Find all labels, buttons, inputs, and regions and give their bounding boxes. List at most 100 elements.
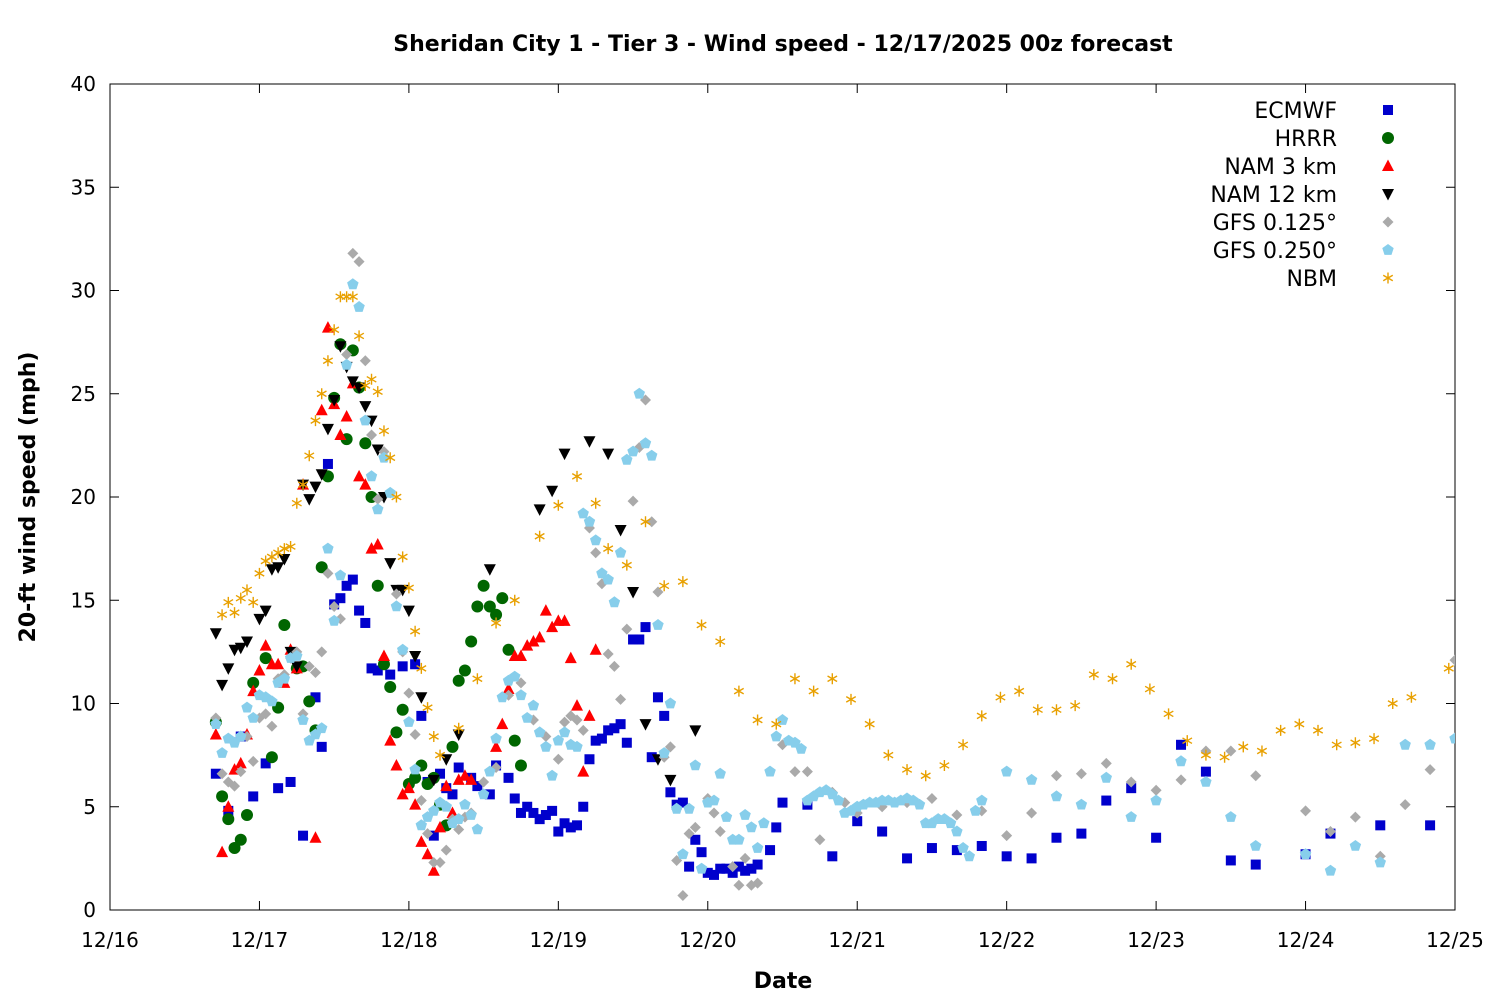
x-tick-label: 12/22	[978, 928, 1036, 952]
point-nam-3-km	[321, 321, 334, 333]
point-gfs-0-125	[1125, 776, 1137, 788]
point-nbm	[1406, 691, 1417, 703]
series-ecmwf	[210, 458, 1485, 880]
point-hrrr	[390, 726, 403, 739]
point-nbm	[789, 673, 801, 685]
point-nam-12-km	[346, 376, 359, 388]
point-ecmwf	[385, 669, 396, 680]
point-gfs-0-125	[1449, 654, 1455, 666]
point-gfs-0-250	[1449, 732, 1455, 744]
point-gfs-0-250	[745, 821, 758, 833]
point-nbm	[1294, 718, 1305, 730]
series-gfs-0-125	[210, 247, 1455, 902]
point-gfs-0-250	[658, 747, 670, 758]
point-nam-3-km	[589, 643, 602, 655]
point-gfs-0-250	[515, 689, 527, 701]
legend-label-nam-12-km: NAM 12 km	[1210, 183, 1337, 208]
point-gfs-0-250	[670, 802, 683, 814]
point-nam-12-km	[334, 341, 347, 353]
point-gfs-0-250	[963, 850, 975, 862]
point-gfs-0-250	[1001, 765, 1013, 777]
y-tick-label: 15	[71, 588, 96, 612]
point-ecmwf	[565, 822, 576, 833]
point-gfs-0-250	[1399, 738, 1411, 750]
point-gfs-0-250	[328, 614, 340, 626]
point-hrrr	[240, 809, 253, 822]
x-tick-label: 12/18	[380, 928, 438, 952]
point-nam-12-km	[427, 774, 440, 787]
point-hrrr	[471, 600, 484, 613]
point-gfs-0-250	[689, 759, 701, 771]
point-gfs-0-250	[453, 813, 465, 824]
point-gfs-0-250	[708, 794, 720, 806]
point-gfs-0-125	[328, 600, 340, 612]
point-hrrr	[483, 600, 496, 613]
point-nam-3-km	[216, 845, 229, 858]
point-nam-3-km	[427, 864, 440, 876]
point-nam-12-km	[240, 636, 253, 649]
point-ecmwf	[347, 574, 358, 585]
point-nbm	[827, 673, 838, 685]
point-hrrr	[502, 643, 515, 656]
point-ecmwf	[827, 851, 838, 862]
point-gfs-0-125	[733, 879, 745, 891]
point-gfs-0-125	[415, 795, 427, 807]
point-nam-12-km	[272, 562, 285, 574]
point-hrrr	[508, 734, 521, 747]
point-nam-3-km	[377, 649, 390, 662]
point-gfs-0-125	[422, 828, 434, 840]
point-gfs-0-250	[652, 619, 664, 630]
point-gfs-0-125	[1150, 784, 1162, 796]
point-nam-3-km	[440, 779, 453, 792]
point-ecmwf	[659, 710, 670, 721]
point-gfs-0-250	[758, 817, 770, 829]
point-gfs-0-250	[428, 804, 440, 816]
point-gfs-0-125	[322, 567, 334, 579]
point-gfs-0-250	[627, 445, 639, 457]
point-nbm	[453, 722, 464, 734]
point-nbm	[1163, 708, 1174, 720]
point-ecmwf	[559, 818, 570, 829]
point-gfs-0-250	[471, 823, 484, 835]
point-nam-12-km	[558, 448, 571, 461]
point-gfs-0-250	[646, 449, 658, 461]
point-nam-12-km	[353, 382, 366, 395]
point-ecmwf	[634, 634, 645, 645]
point-gfs-0-250	[789, 736, 801, 748]
point-gfs-0-250	[633, 387, 645, 399]
point-nam-3-km	[353, 469, 366, 482]
point-gfs-0-250	[403, 716, 415, 727]
point-gfs-0-250	[602, 573, 614, 585]
point-ecmwf	[665, 787, 676, 798]
point-gfs-0-250	[1225, 811, 1237, 822]
point-hrrr	[409, 771, 422, 784]
series-gfs-0-250	[210, 278, 1455, 876]
point-ecmwf	[310, 692, 321, 703]
point-ecmwf	[1200, 766, 1211, 777]
point-ecmwf	[628, 634, 639, 645]
point-ecmwf	[435, 768, 446, 779]
point-hrrr	[265, 751, 278, 764]
point-nam-3-km	[490, 740, 503, 752]
point-nam-3-km	[272, 657, 285, 670]
point-ecmwf	[976, 840, 987, 851]
point-gfs-0-250	[322, 542, 334, 554]
point-gfs-0-125	[689, 821, 701, 833]
point-nam-3-km	[571, 699, 584, 711]
point-nbm	[1331, 739, 1342, 751]
point-ecmwf	[1475, 812, 1485, 822]
point-gfs-0-250	[596, 567, 608, 579]
point-gfs-0-125	[1001, 830, 1013, 842]
point-hrrr	[396, 703, 409, 716]
point-nbm	[659, 580, 670, 592]
point-gfs-0-250	[359, 414, 371, 426]
point-ecmwf	[534, 814, 545, 825]
point-nbm	[248, 596, 259, 608]
point-gfs-0-250	[235, 730, 247, 742]
point-nbm	[1032, 704, 1043, 716]
point-ecmwf	[709, 869, 720, 880]
point-nbm	[621, 559, 632, 571]
point-gfs-0-125	[739, 852, 751, 864]
point-gfs-0-250	[739, 809, 751, 820]
point-nbm	[297, 479, 309, 491]
